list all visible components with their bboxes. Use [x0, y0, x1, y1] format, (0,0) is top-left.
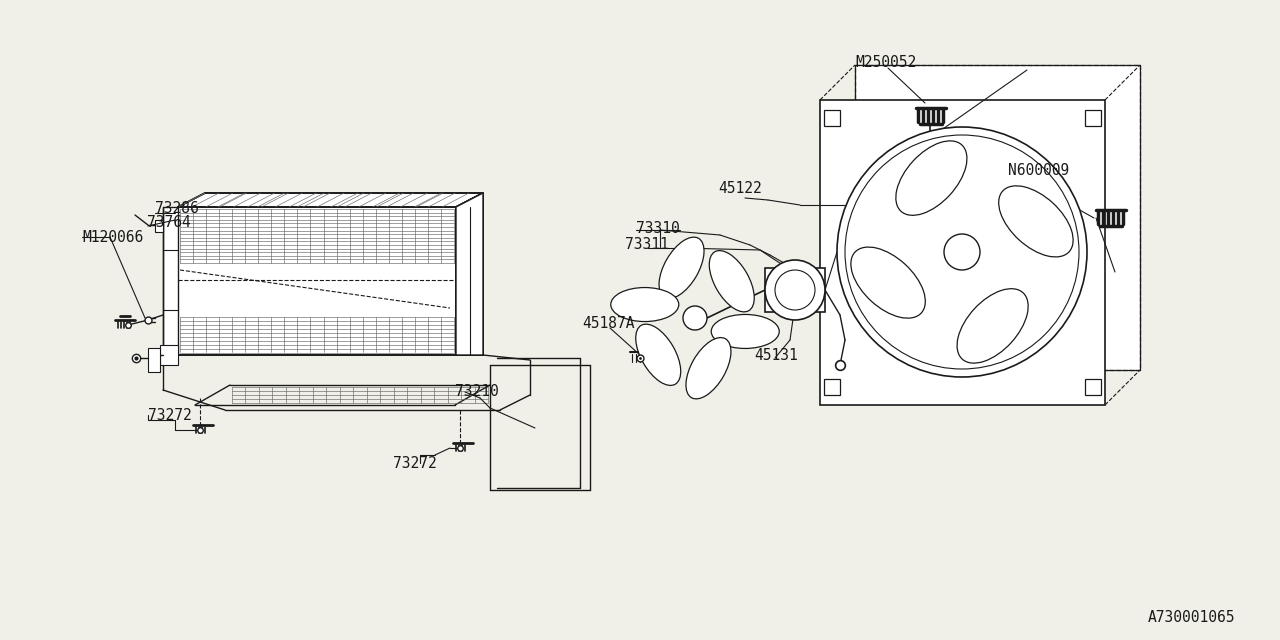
- Circle shape: [837, 127, 1087, 377]
- Polygon shape: [824, 379, 840, 395]
- Polygon shape: [824, 110, 840, 126]
- Text: M250052: M250052: [855, 54, 916, 70]
- Circle shape: [684, 306, 707, 330]
- Ellipse shape: [611, 287, 678, 321]
- Ellipse shape: [712, 314, 780, 348]
- Polygon shape: [148, 348, 160, 372]
- Polygon shape: [456, 193, 483, 355]
- Polygon shape: [163, 207, 178, 355]
- Ellipse shape: [851, 247, 925, 318]
- Text: 73764: 73764: [147, 214, 191, 230]
- Circle shape: [945, 234, 980, 270]
- Text: 45187A: 45187A: [582, 316, 635, 330]
- Circle shape: [774, 270, 815, 310]
- Text: N600009: N600009: [1009, 163, 1069, 177]
- Circle shape: [765, 260, 826, 320]
- Polygon shape: [178, 193, 483, 207]
- Ellipse shape: [896, 141, 966, 215]
- Text: M120066: M120066: [82, 230, 143, 244]
- Text: 73272: 73272: [148, 408, 192, 422]
- Polygon shape: [155, 220, 163, 232]
- Circle shape: [845, 135, 1079, 369]
- Polygon shape: [1085, 379, 1101, 395]
- Text: A730001065: A730001065: [1148, 609, 1235, 625]
- Polygon shape: [1085, 110, 1101, 126]
- Text: 45122: 45122: [718, 180, 762, 195]
- Polygon shape: [178, 207, 456, 355]
- Polygon shape: [456, 193, 483, 355]
- Text: 73286: 73286: [155, 200, 198, 216]
- Ellipse shape: [998, 186, 1073, 257]
- Text: 73311: 73311: [625, 237, 668, 252]
- Polygon shape: [765, 268, 826, 312]
- Text: 45131: 45131: [754, 348, 797, 362]
- Polygon shape: [160, 345, 178, 365]
- Polygon shape: [855, 65, 1140, 370]
- Text: 73272: 73272: [393, 456, 436, 470]
- Ellipse shape: [957, 289, 1028, 363]
- Text: 73310: 73310: [636, 221, 680, 236]
- Ellipse shape: [686, 337, 731, 399]
- Ellipse shape: [636, 324, 681, 385]
- Ellipse shape: [709, 251, 754, 312]
- Text: 73210: 73210: [454, 385, 499, 399]
- Ellipse shape: [659, 237, 704, 298]
- Polygon shape: [820, 100, 1105, 405]
